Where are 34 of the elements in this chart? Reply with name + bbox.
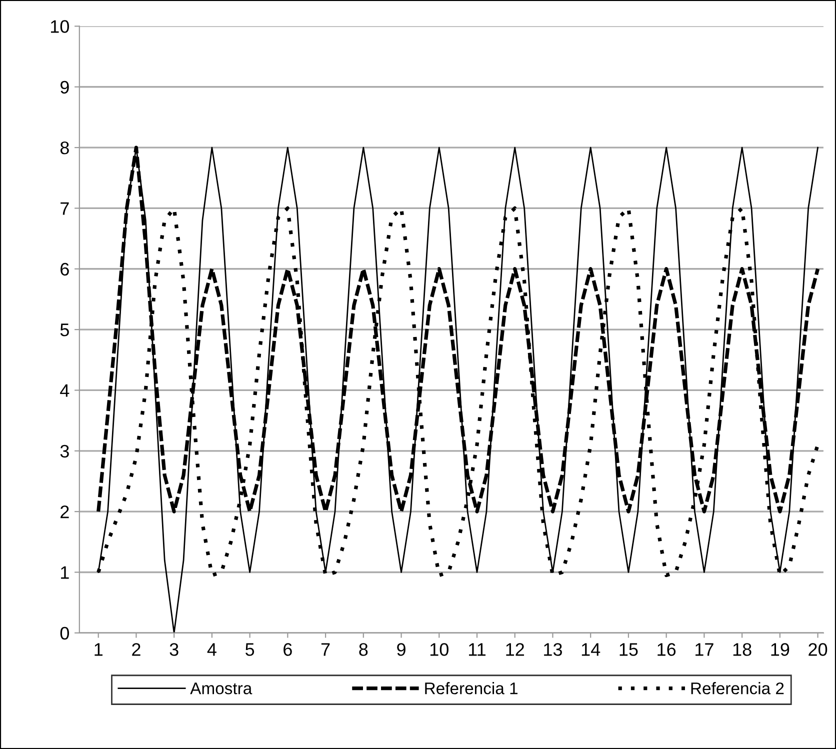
x-tick-label: 3	[170, 643, 178, 656]
x-tick-label: 18	[733, 643, 752, 656]
x-tick-label: 1	[94, 643, 102, 656]
y-tick-label: 1	[61, 566, 69, 579]
x-tick-label: 6	[284, 643, 292, 656]
x-tick-label: 2	[132, 643, 140, 656]
x-tick-label: 4	[207, 643, 216, 656]
y-tick-label: 0	[60, 626, 69, 640]
x-tick-label: 17	[696, 643, 714, 656]
x-tick-label: 12	[506, 643, 524, 656]
x-tick-label: 7	[321, 643, 330, 656]
legend-label: Referencia 1	[425, 682, 518, 694]
x-tick-label: 13	[544, 643, 562, 656]
x-tick-label: 5	[246, 643, 254, 656]
legend-label: Referencia 2	[691, 682, 784, 694]
y-tick-label: 7	[60, 202, 69, 215]
legend-label: Amostra	[190, 682, 252, 694]
x-tick-label: 8	[359, 643, 368, 656]
x-tick-label: 20	[808, 643, 828, 656]
y-tick-label: 8	[60, 141, 69, 154]
y-tick-label: 10	[50, 20, 69, 33]
y-tick-label: 6	[60, 262, 69, 276]
x-tick-label: 15	[620, 643, 638, 656]
y-tick-label: 5	[60, 324, 69, 336]
x-tick-label: 9	[397, 643, 406, 656]
y-tick-label: 9	[60, 80, 69, 94]
x-tick-label: 14	[582, 643, 600, 656]
x-tick-label: 10	[430, 643, 448, 656]
x-tick-label: 11	[469, 643, 486, 656]
x-tick-label: 19	[771, 643, 790, 656]
y-tick-label: 4	[60, 384, 70, 397]
x-tick-label: 16	[658, 643, 676, 656]
y-tick-label: 3	[60, 444, 69, 458]
y-tick-label: 2	[60, 506, 69, 518]
